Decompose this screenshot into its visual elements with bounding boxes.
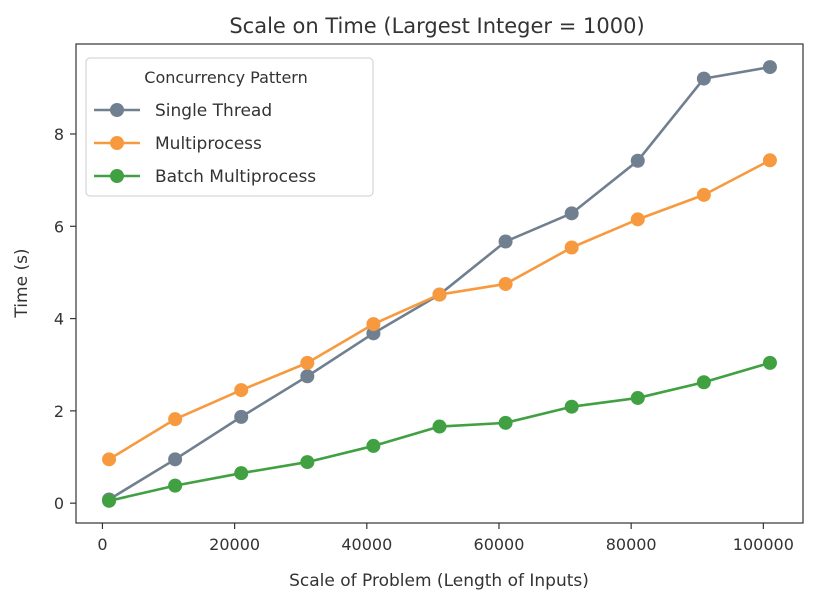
- data-point-multiprocess: [102, 452, 117, 467]
- data-point-multiprocess: [498, 276, 513, 291]
- data-point-multiprocess: [564, 240, 579, 255]
- data-point-multiprocess: [630, 212, 645, 227]
- legend-marker-swatch: [110, 169, 124, 183]
- data-point-batch-multiprocess: [366, 438, 381, 453]
- x-axis-ticks: 0 20000 40000 60000 80000 100000: [97, 523, 794, 554]
- data-point-single-thread: [696, 71, 711, 86]
- y-tick-label: 2: [54, 402, 64, 421]
- data-point-multiprocess: [762, 153, 777, 168]
- legend-frame: [85, 57, 374, 197]
- data-point-single-thread: [234, 409, 249, 424]
- data-point-single-thread: [564, 206, 579, 221]
- legend-marker-swatch: [110, 136, 124, 150]
- data-point-multiprocess: [168, 412, 183, 427]
- legend: Concurrency Pattern Single Thread Multipr…: [85, 57, 374, 197]
- data-point-batch-multiprocess: [762, 355, 777, 370]
- data-point-multiprocess: [696, 187, 711, 202]
- data-point-single-thread: [630, 153, 645, 168]
- legend-entry-single-thread: Single Thread: [94, 101, 272, 121]
- y-tick-label: 8: [54, 125, 64, 144]
- x-tick-label: 0: [97, 535, 107, 554]
- data-point-single-thread: [762, 60, 777, 75]
- data-point-batch-multiprocess: [432, 419, 447, 434]
- data-point-batch-multiprocess: [630, 390, 645, 405]
- data-point-batch-multiprocess: [564, 399, 579, 414]
- data-point-batch-multiprocess: [696, 375, 711, 390]
- data-point-single-thread: [168, 452, 183, 467]
- legend-entry-batch-multiprocess: Batch Multiprocess: [94, 167, 316, 187]
- chart-title: Scale on Time (Largest Integer = 1000): [229, 14, 644, 38]
- data-point-multiprocess: [366, 317, 381, 332]
- data-point-batch-multiprocess: [234, 466, 249, 481]
- x-tick-label: 60000: [474, 535, 525, 554]
- x-axis-label: Scale of Problem (Length of Inputs): [289, 571, 589, 591]
- data-point-multiprocess: [432, 287, 447, 302]
- y-axis-ticks: 0 2 4 6 8: [54, 125, 76, 513]
- series-layer: [102, 60, 777, 508]
- data-point-batch-multiprocess: [102, 493, 117, 508]
- legend-marker-swatch: [110, 103, 124, 117]
- legend-entries: Single Thread Multiprocess Batch Multiproc…: [94, 101, 316, 187]
- data-point-batch-multiprocess: [498, 415, 513, 430]
- data-point-batch-multiprocess: [168, 478, 183, 493]
- legend-label: Single Thread: [155, 101, 272, 121]
- x-tick-label: 80000: [606, 535, 657, 554]
- legend-label: Multiprocess: [155, 134, 262, 154]
- x-tick-label: 100000: [733, 535, 794, 554]
- y-tick-label: 0: [54, 494, 64, 513]
- data-point-multiprocess: [300, 355, 315, 370]
- legend-title: Concurrency Pattern: [144, 68, 307, 87]
- data-point-single-thread: [300, 369, 315, 384]
- legend-label: Batch Multiprocess: [155, 167, 316, 187]
- data-point-batch-multiprocess: [300, 455, 315, 470]
- x-tick-label: 40000: [341, 535, 392, 554]
- y-tick-label: 6: [54, 217, 64, 236]
- data-point-multiprocess: [234, 383, 249, 398]
- legend-entry-multiprocess: Multiprocess: [94, 134, 262, 154]
- x-tick-label: 20000: [209, 535, 260, 554]
- data-point-single-thread: [498, 234, 513, 249]
- y-tick-label: 4: [54, 310, 64, 329]
- y-axis-label: Time (s): [12, 248, 32, 318]
